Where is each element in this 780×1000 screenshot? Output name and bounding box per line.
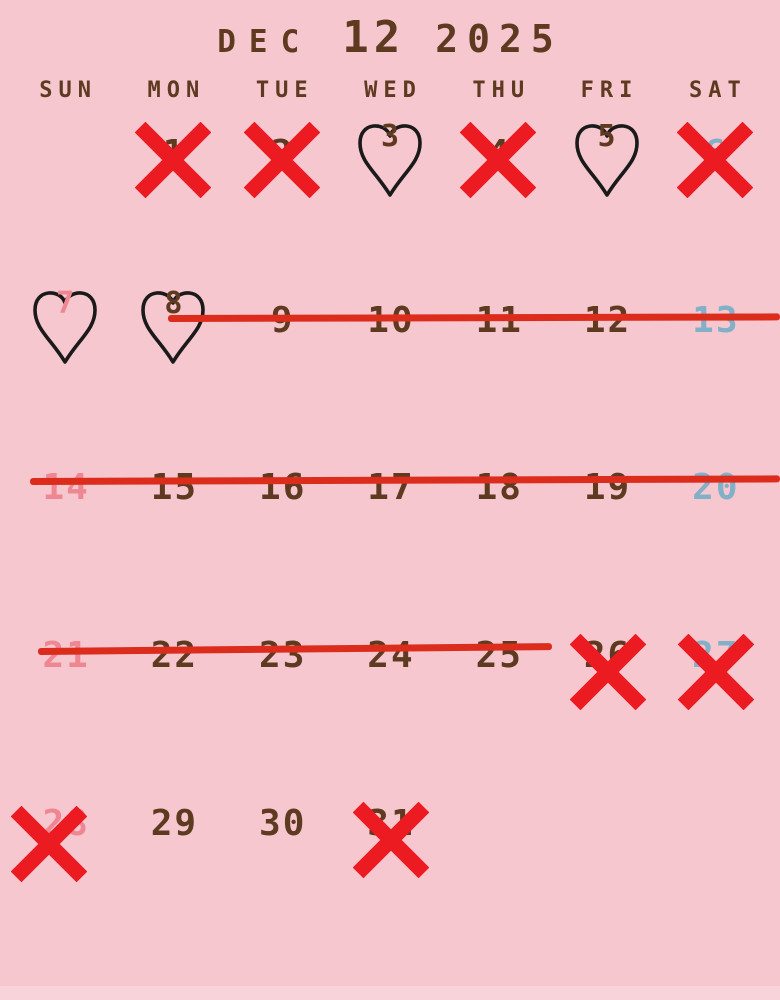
day-cell-2: 2 <box>228 98 336 208</box>
week-row-1: 12 3 4 5 6 <box>11 98 769 208</box>
x-mark-icon <box>460 122 537 198</box>
day-number-16: 16 <box>259 466 307 508</box>
title-month-abbr: DEC <box>217 24 313 60</box>
day-cell-28: 28 <box>11 768 119 882</box>
day-cell-17: 17 <box>336 432 444 542</box>
weekday-label-mon: MON <box>147 78 206 103</box>
day-cell-19: 19 <box>552 432 660 542</box>
day-cell-30: 30 <box>228 768 336 878</box>
day-cell-25: 25 <box>444 600 552 710</box>
day-number-3: 3 <box>380 118 402 154</box>
weekday-label-sun: SUN <box>39 78 98 103</box>
day-cell-29: 29 <box>119 768 227 878</box>
heart-icon <box>33 291 97 364</box>
day-number-24: 24 <box>367 634 415 676</box>
day-number-8: 8 <box>164 285 185 321</box>
day-cell-6: 6 <box>661 98 769 208</box>
day-number-21: 21 <box>42 634 90 676</box>
x-mark-icon <box>352 802 429 878</box>
day-number-22: 22 <box>150 634 199 676</box>
x-mark-icon <box>11 806 88 882</box>
day-cell-31: 31 <box>336 768 444 878</box>
day-number-18: 18 <box>475 466 523 508</box>
day-number-25: 25 <box>475 634 523 676</box>
day-number-7: 7 <box>56 285 77 321</box>
day-cell-3: 3 <box>336 98 444 208</box>
x-mark-icon <box>135 122 212 198</box>
day-cell-23: 23 <box>228 600 336 710</box>
day-number-17: 17 <box>367 466 415 508</box>
day-number-20: 20 <box>692 466 740 508</box>
day-cell-7: 7 <box>11 265 119 375</box>
day-cell-26: 26 <box>552 600 660 710</box>
heart-icon <box>141 291 206 364</box>
day-cell-15: 15 <box>119 432 227 542</box>
day-cell-14: 14 <box>11 432 119 542</box>
day-number-23: 23 <box>259 634 307 676</box>
week-row-4: 21 22 23 24 25 26 27 <box>11 600 769 710</box>
day-cell-empty <box>444 768 552 878</box>
footer-strip <box>0 986 780 1000</box>
day-cell-empty <box>552 768 660 878</box>
page-title: DEC 12 2025 <box>0 12 780 63</box>
day-number-5: 5 <box>597 118 618 154</box>
week-row-5: 28 29 30 31 <box>11 768 769 882</box>
day-cell-24: 24 <box>336 600 444 710</box>
weekday-label-thu: THU <box>472 78 531 103</box>
week-row-3: 14 15 16 17 18 19 20 <box>11 432 769 542</box>
weekday-header: SUN MON TUE WED THU FRI SAT <box>11 78 769 110</box>
day-cell-empty <box>11 98 119 208</box>
day-number-14: 14 <box>42 466 90 508</box>
day-cell-18: 18 <box>444 432 552 542</box>
day-cell-20: 20 <box>661 432 769 542</box>
title-month-number: 12 <box>342 12 406 63</box>
weekday-label-tue: TUE <box>255 78 314 103</box>
weekday-label-sat: SAT <box>688 78 747 103</box>
day-cell-5: 5 <box>552 98 660 208</box>
heart-icon <box>358 124 422 197</box>
day-cell-8: 8 <box>119 265 227 375</box>
day-number-30: 30 <box>259 802 307 844</box>
weekday-label-wed: WED <box>364 78 422 103</box>
x-mark-icon <box>243 122 320 198</box>
day-cell-16: 16 <box>228 432 336 542</box>
day-number-19: 19 <box>583 466 632 508</box>
day-cell-empty <box>661 768 769 878</box>
weekday-label-fri: FRI <box>580 78 639 103</box>
day-cell-21: 21 <box>11 600 119 710</box>
x-mark-icon <box>676 122 753 198</box>
heart-icon <box>574 124 639 197</box>
day-number-15: 15 <box>150 466 199 508</box>
day-cell-4: 4 <box>444 98 552 208</box>
calendar-grid: 1234567891011121314151617181920212223242… <box>11 0 769 1000</box>
title-year: 2025 <box>435 17 563 61</box>
x-mark-icon <box>677 634 754 710</box>
x-mark-icon <box>569 634 646 710</box>
day-cell-1: 1 <box>119 98 227 208</box>
day-number-29: 29 <box>150 802 199 844</box>
day-cell-27: 27 <box>661 600 769 710</box>
day-cell-22: 22 <box>119 600 227 710</box>
